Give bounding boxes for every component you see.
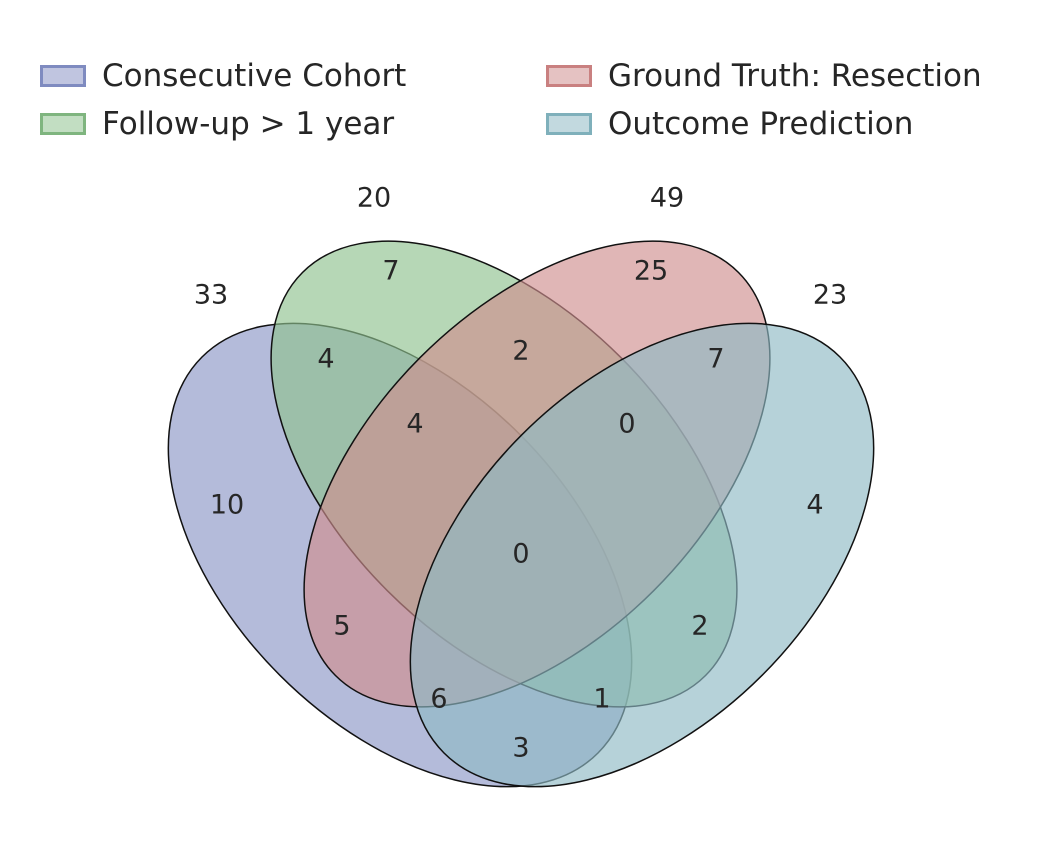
region-count: 10	[210, 490, 244, 521]
region-count: 25	[634, 256, 668, 287]
region-count: 1	[593, 684, 610, 715]
region-count: 7	[707, 344, 724, 375]
legend-swatch-teal	[546, 113, 592, 135]
total-consecutive-cohort: 33	[194, 280, 228, 311]
region-count: 5	[333, 611, 350, 642]
legend-label: Ground Truth: Resection	[608, 58, 982, 94]
legend-item-consecutive-cohort: Consecutive Cohort	[40, 58, 406, 94]
legend-item-ground-truth: Ground Truth: Resection	[546, 58, 982, 94]
region-count: 6	[430, 684, 447, 715]
region-count: 2	[691, 611, 708, 642]
total-outcome-prediction: 23	[813, 280, 847, 311]
legend-swatch-blue	[40, 65, 86, 87]
legend-label: Outcome Prediction	[608, 106, 914, 142]
region-count: 4	[406, 409, 423, 440]
region-count: 4	[806, 490, 823, 521]
set-outcome-prediction	[409, 322, 875, 788]
region-count: 0	[512, 539, 529, 570]
total-follow-up: 20	[357, 183, 391, 214]
legend-label: Follow-up > 1 year	[102, 106, 395, 142]
legend-item-follow-up: Follow-up > 1 year	[40, 106, 394, 142]
region-count: 7	[382, 256, 399, 287]
legend-swatch-green	[40, 113, 86, 135]
region-count: 0	[618, 409, 635, 440]
legend-swatch-red	[546, 65, 592, 87]
region-count: 4	[317, 344, 334, 375]
region-count: 2	[512, 336, 529, 367]
legend-item-outcome-prediction: Outcome Prediction	[546, 106, 913, 142]
legend-label: Consecutive Cohort	[102, 58, 407, 94]
total-ground-truth: 49	[650, 183, 684, 214]
region-count: 3	[512, 733, 529, 764]
